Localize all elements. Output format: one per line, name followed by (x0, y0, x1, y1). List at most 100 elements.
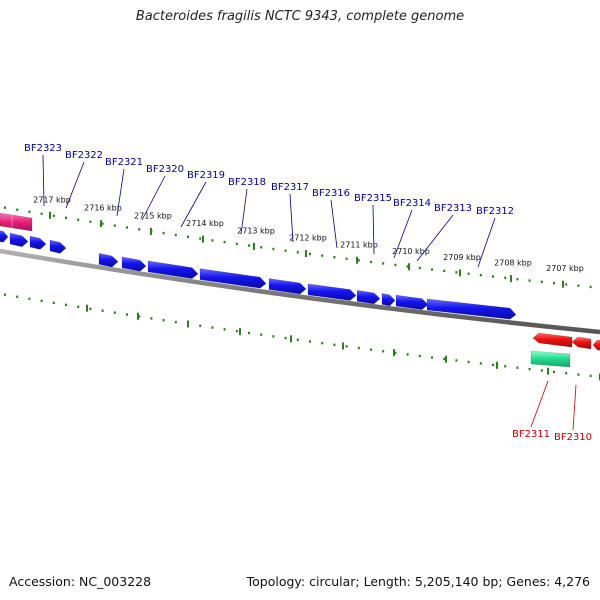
gene-label-forward: BF2322 (65, 150, 103, 161)
scale-major-tick (49, 211, 51, 219)
scale-dot (260, 246, 263, 249)
gene-leader-line (416, 214, 454, 262)
scale-dot (540, 369, 543, 372)
scale-ticks (49, 211, 600, 381)
scale-dot (65, 216, 67, 220)
scale-dot (28, 297, 31, 300)
scale-dot (150, 317, 153, 320)
scale-dot (174, 320, 177, 324)
scale-dot (296, 251, 299, 254)
scale-dot (504, 365, 507, 368)
scale-dot (345, 345, 348, 348)
scale-tick-label: 2708 kbp (494, 259, 532, 268)
scale-dot (235, 329, 238, 333)
scale-dot (589, 374, 592, 378)
scale-dot (492, 363, 494, 367)
scale-dot (418, 266, 421, 270)
scale-major-tick (202, 235, 204, 243)
gene-label-forward: BF2317 (271, 182, 309, 193)
scale-dot (394, 263, 397, 267)
gene-label-forward: BF2318 (228, 177, 266, 188)
scale-major-tick (253, 242, 255, 250)
scale-tick-label: 2711 kbp (340, 240, 378, 249)
gene-label-forward: BF2313 (434, 203, 472, 214)
gene-arrow-reverse[interactable] (592, 339, 600, 351)
scale-dot (553, 281, 555, 285)
gene-arrow[interactable] (9, 232, 29, 248)
gene-arrow[interactable] (307, 283, 357, 301)
gene-arrow[interactable] (268, 278, 307, 295)
gene-arrow[interactable] (395, 294, 429, 310)
gene-arrow[interactable] (356, 289, 381, 305)
scale-major-tick (393, 349, 395, 357)
gene-arrow[interactable] (381, 293, 396, 307)
scale-dot (272, 335, 275, 338)
scale-dot (211, 239, 214, 242)
gene-label-forward: BF2315 (354, 193, 392, 204)
scale-dot (284, 336, 287, 340)
gene-label-forward: BF2312 (476, 206, 514, 217)
scale-dot (52, 214, 55, 218)
scale-dot (77, 305, 80, 309)
scale-major-tick (137, 312, 139, 320)
gene-arrow[interactable] (49, 239, 67, 254)
scale-dot (455, 271, 458, 274)
genes[interactable] (0, 212, 600, 368)
gene-leader-line (65, 161, 85, 209)
gene-leader-line (572, 384, 577, 431)
scale-dot (65, 303, 67, 307)
gene-arrow-reverse[interactable] (571, 336, 592, 350)
gene-label-reverse: BF2310 (554, 432, 592, 443)
scale-dots (4, 206, 592, 378)
scale-dot (28, 210, 31, 213)
scale-dot (260, 333, 263, 336)
scale-major-tick (187, 320, 189, 328)
scale-tick-label: 2707 kbp (546, 264, 584, 273)
scale-dot (89, 220, 92, 223)
scale-dot (479, 273, 482, 277)
gene-arrow[interactable] (147, 260, 199, 279)
scale-dot (126, 226, 128, 229)
scale-dot (467, 360, 470, 364)
gene-arrow[interactable] (121, 256, 147, 272)
scale-dot (370, 260, 372, 264)
scale-labels: 2717 kbp 2716 kbp 2715 kbp 2714 kbp 2713 kbp… (33, 195, 584, 273)
gene-arrow[interactable] (426, 298, 517, 320)
scale-tick-label: 2709 kbp (443, 253, 481, 262)
scale-dot (40, 299, 43, 303)
gene-arrow-reverse[interactable] (532, 332, 573, 348)
scale-dot (333, 255, 336, 259)
scale-dot (443, 357, 446, 361)
scale-dot (577, 284, 580, 287)
scale-dot (418, 354, 421, 358)
scale-dot (284, 249, 287, 252)
scale-dot (589, 285, 592, 289)
scale-dot (431, 268, 433, 271)
scale-dot (113, 311, 116, 314)
scale-dot (309, 340, 311, 343)
gene-arrow[interactable] (199, 268, 267, 289)
scale-dot (101, 222, 104, 225)
gene-leader-line (42, 154, 45, 207)
gene-leader-line (477, 217, 496, 268)
gene-arrow[interactable] (29, 235, 47, 250)
gene-label-forward: BF2316 (312, 188, 350, 199)
scale-dot (565, 372, 568, 375)
scale-dot (357, 346, 360, 350)
scale-dot (40, 212, 43, 216)
gene-arrow[interactable] (98, 252, 119, 268)
scale-dot (272, 247, 275, 251)
gene-label-forward: BF2323 (24, 143, 62, 154)
scale-dot (504, 276, 507, 280)
scale-major-tick (100, 220, 102, 228)
gene-arrow-rna[interactable] (530, 350, 571, 368)
scale-dot (199, 237, 202, 240)
gene-leader-line (180, 181, 207, 228)
scale-dot (309, 252, 311, 256)
gene-arrow[interactable] (0, 230, 9, 243)
scale-major-tick (305, 250, 307, 258)
gene-arrow-pink[interactable] (0, 212, 33, 232)
scale-dot (406, 353, 409, 356)
